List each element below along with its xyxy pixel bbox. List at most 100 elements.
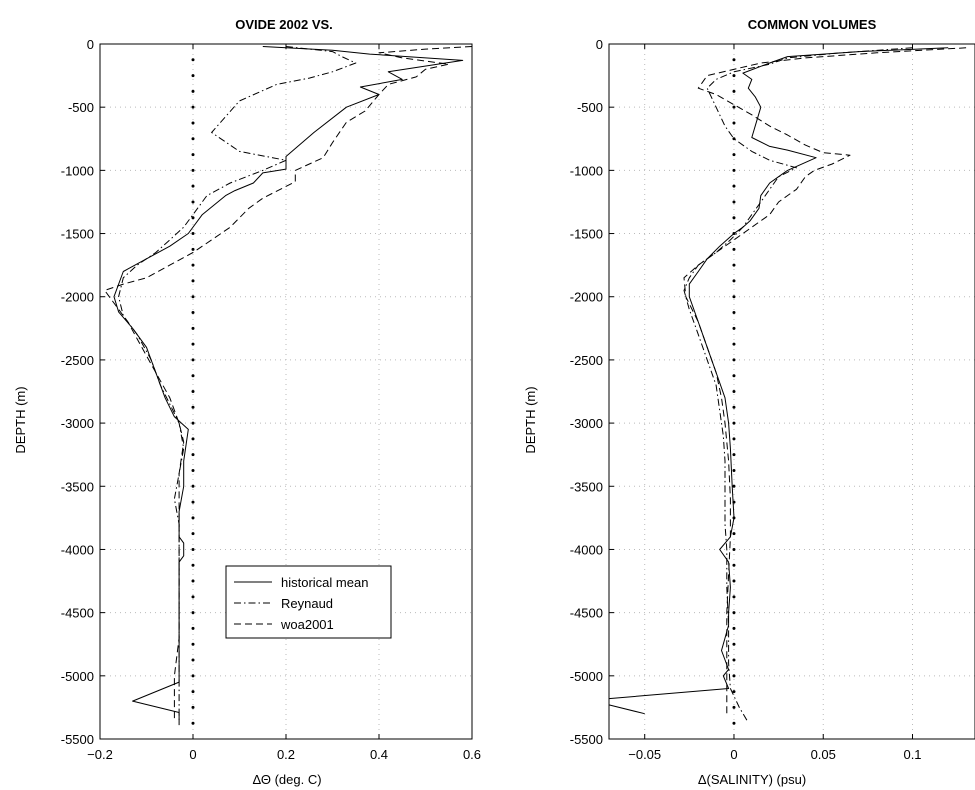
temperature-zero-dot xyxy=(191,658,195,662)
salinity-ticks: −0.05 0 0.05 0.1 0 -500 -1000 -1500 -2000 -2500 -3… xyxy=(570,37,922,762)
temperature-zero-dot xyxy=(191,595,195,599)
temperature-zero-dot xyxy=(191,295,195,299)
salinity-y-tick-label: -1500 xyxy=(570,227,603,242)
salinity-zero-dot xyxy=(732,74,736,78)
salinity-panel-title: COMMON VOLUMES xyxy=(748,17,877,32)
salinity-zero-dot xyxy=(732,216,736,220)
salinity-zero-dot xyxy=(732,374,736,378)
salinity-x-tick-label: −0.05 xyxy=(628,747,661,762)
salinity-zero-dot xyxy=(732,390,736,393)
salinity-zero-dot xyxy=(732,279,736,283)
salinity-zero-dot xyxy=(732,468,736,472)
salinity-zero-dot xyxy=(732,168,736,172)
salinity-zero-dot xyxy=(732,642,736,646)
salinity-y-tick-label: -500 xyxy=(577,100,603,115)
salinity-grid xyxy=(609,44,975,739)
temperature-panel-title: OVIDE 2002 VS. xyxy=(235,17,333,32)
temperature-y-tick-label: -5500 xyxy=(61,732,94,747)
salinity-zero-dot xyxy=(732,342,736,346)
temperature-x-tick-label: 0.4 xyxy=(370,747,388,762)
temperature-zero-dot xyxy=(191,263,195,267)
temperature-panel: OVIDE 2002 VS. ΔΘ (deg. C) DEPTH (m) −0.… xyxy=(13,17,481,787)
salinity-zero-dot xyxy=(732,263,736,267)
salinity-y-tick-label: -1000 xyxy=(570,163,603,178)
salinity-zero-dot xyxy=(732,421,736,425)
salinity-zero-dot xyxy=(732,721,736,725)
temperature-x-tick-label: 0.2 xyxy=(277,747,295,762)
temperature-y-tick-label: -3500 xyxy=(61,479,94,494)
salinity-y-tick-label: -3500 xyxy=(570,479,603,494)
salinity-zero-dot xyxy=(732,89,736,93)
temperature-y-tick-label: -4500 xyxy=(61,606,94,621)
temperature-zero-dot xyxy=(191,121,195,125)
legend-label-historical-mean: historical mean xyxy=(281,575,368,590)
salinity-y-tick-label: -4000 xyxy=(570,542,603,557)
salinity-zero-dot xyxy=(732,579,736,583)
salinity-y-tick-label: -5000 xyxy=(570,669,603,684)
temperature-zero-dot xyxy=(191,232,195,236)
temperature-ticks: −0.2 0 0.2 0.4 0.6 0 -500 -1000 -1500 -2000 -2500 -… xyxy=(61,37,481,762)
salinity-zero-dot xyxy=(732,674,736,678)
temperature-y-axis-label: DEPTH (m) xyxy=(13,386,28,453)
salinity-x-tick-label: 0 xyxy=(730,747,737,762)
salinity-y-tick-label: -5500 xyxy=(570,732,603,747)
temperature-zero-dot xyxy=(191,279,195,283)
salinity-x-tick-label: 0.05 xyxy=(811,747,836,762)
temperature-zero-dot xyxy=(191,168,195,172)
salinity-zero-dot xyxy=(732,611,736,615)
temperature-zero-reference-dots xyxy=(191,58,195,725)
temperature-zero-dot xyxy=(191,74,195,78)
temperature-zero-dot xyxy=(191,453,195,457)
temperature-zero-dot xyxy=(191,184,195,188)
temperature-zero-dot xyxy=(191,690,195,694)
temperature-series xyxy=(104,46,473,726)
temperature-y-tick-label: -2000 xyxy=(61,290,94,305)
salinity-series-woa2001 xyxy=(683,47,967,714)
temperature-zero-dot xyxy=(191,153,195,157)
temperature-zero-dot xyxy=(191,626,195,630)
salinity-zero-dot xyxy=(732,705,736,709)
salinity-zero-dot xyxy=(732,358,736,362)
salinity-zero-dot xyxy=(732,405,736,409)
salinity-y-tick-label: -3000 xyxy=(570,416,603,431)
temperature-zero-dot xyxy=(191,532,195,536)
salinity-zero-dot xyxy=(732,453,736,457)
temperature-zero-dot xyxy=(191,405,195,409)
temperature-series-reynaud xyxy=(118,46,357,720)
temperature-zero-dot xyxy=(191,547,195,551)
temperature-zero-dot xyxy=(191,326,195,330)
temperature-zero-dot xyxy=(191,342,195,346)
salinity-zero-dot xyxy=(732,295,736,299)
salinity-zero-dot xyxy=(732,58,736,62)
salinity-panel: COMMON VOLUMES Δ(SALINITY) (psu) DEPTH (… xyxy=(523,17,975,787)
temperature-zero-dot xyxy=(191,358,195,362)
temperature-y-tick-label: -4000 xyxy=(61,542,94,557)
legend-box xyxy=(225,565,392,639)
temperature-x-tick-label: −0.2 xyxy=(87,747,113,762)
salinity-zero-reference-dots xyxy=(732,58,736,725)
salinity-zero-dot xyxy=(732,484,736,488)
temperature-zero-dot xyxy=(191,105,195,109)
temperature-zero-dot xyxy=(191,311,195,315)
temperature-x-tick-label: 0.6 xyxy=(463,747,481,762)
salinity-y-tick-label: 0 xyxy=(596,37,603,52)
temperature-zero-dot xyxy=(191,611,195,615)
salinity-zero-dot xyxy=(732,184,736,188)
salinity-zero-dot xyxy=(732,547,736,551)
temperature-zero-dot xyxy=(191,500,195,504)
temperature-y-tick-label: -1000 xyxy=(61,163,94,178)
temperature-zero-dot xyxy=(191,721,195,725)
temperature-zero-dot xyxy=(191,642,195,646)
temperature-zero-dot xyxy=(191,563,195,567)
temperature-zero-dot xyxy=(191,58,195,62)
salinity-zero-dot xyxy=(732,690,736,694)
salinity-y-tick-label: -4500 xyxy=(570,606,603,621)
temperature-zero-dot xyxy=(191,705,195,709)
salinity-zero-dot xyxy=(732,595,736,599)
temperature-zero-dot xyxy=(191,468,195,472)
salinity-zero-dot xyxy=(732,563,736,567)
temperature-zero-dot xyxy=(191,484,195,488)
salinity-zero-dot xyxy=(732,658,736,662)
salinity-zero-dot xyxy=(732,532,736,536)
